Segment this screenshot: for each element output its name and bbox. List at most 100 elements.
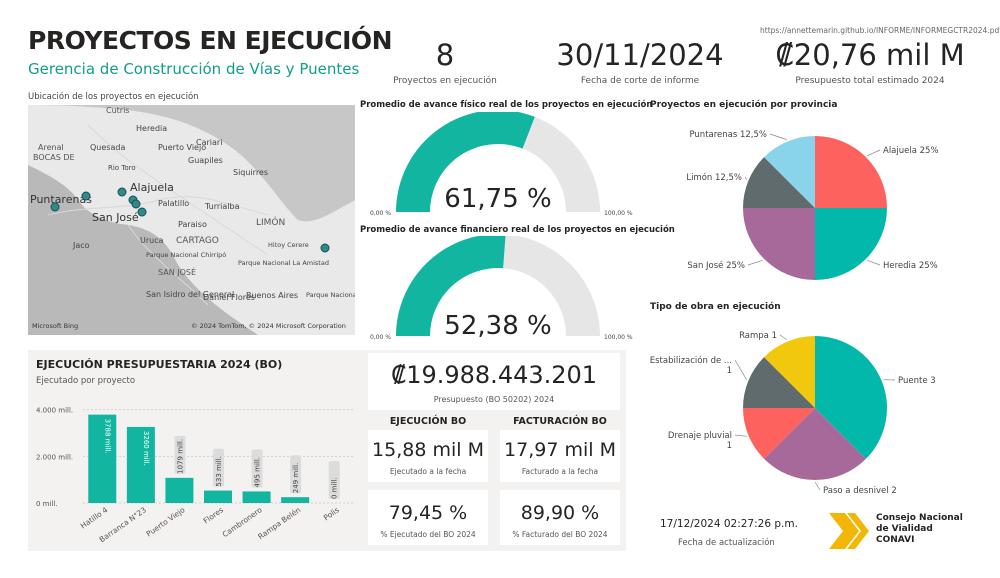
pie-province-title: Proyectos en ejecución por provincia <box>650 100 838 110</box>
pie-leader-line <box>747 259 763 266</box>
pie-slice[interactable] <box>764 336 815 408</box>
bar-value-label: 533 mill. <box>215 456 223 486</box>
bar-category-label: Flores <box>202 505 226 525</box>
pie-leader-line <box>814 481 821 491</box>
pie-slice[interactable] <box>743 208 815 280</box>
pie-leader-line <box>769 133 787 140</box>
projects-map[interactable]: Cutris Heredia Arenal BOCAS DE Quesada P… <box>28 105 355 335</box>
gauge-physical: 61,75 % 0,00 % 100,00 % <box>370 112 633 217</box>
bar[interactable] <box>281 497 310 503</box>
bar[interactable] <box>88 414 117 503</box>
pie-slice[interactable] <box>764 136 815 208</box>
bar-category-label: Polis <box>322 505 341 522</box>
map-place-label: SAN JOSÉ <box>158 266 196 277</box>
map-place-label: Parque Nacional La Amistad <box>306 291 355 299</box>
conavi-logo-icon <box>829 513 869 549</box>
gauge-financial-title: Promedio de avance financiero real de lo… <box>360 225 675 235</box>
map-marker[interactable] <box>50 202 60 212</box>
fact-pct: 89,90 % <box>520 502 600 524</box>
map-place-label: San José <box>92 211 139 224</box>
bar-value-label: 3788 mill. <box>103 419 111 454</box>
budget-bar-chart[interactable]: 0 mill. 2.000 mill. 4.000 mill. 3788 mill. H… <box>28 388 363 548</box>
pie-label: Drenaje pluvial <box>668 431 732 441</box>
source-url[interactable]: https://annettemarin.github.io/INFORME/I… <box>760 26 1000 35</box>
bar-value-label: 249 mill. <box>292 463 300 493</box>
map-place-label: Parque Nacional La Amistad <box>238 259 329 267</box>
pie-label: Heredia 25% <box>883 261 938 271</box>
gauge-min: 0,00 % <box>370 334 391 341</box>
pie-slice[interactable] <box>764 408 866 480</box>
map-place-label: CARTAGO <box>176 236 219 246</box>
pie-slice[interactable] <box>743 357 815 408</box>
pie-label: San José 25% <box>687 260 745 271</box>
bar[interactable] <box>126 426 155 503</box>
pie-label: 1 <box>727 441 732 451</box>
fact-pct-card: 89,90 % % Facturado del BO 2024 <box>500 490 620 545</box>
pie-label: Limón 12,5% <box>686 172 742 183</box>
map-place-label: Rio Toro <box>108 164 136 172</box>
fact-value-card: 17,97 mil M Facturado a la fecha <box>500 430 620 482</box>
page-subtitle: Gerencia de Construcción de Vías y Puent… <box>28 60 360 78</box>
map-marker[interactable] <box>81 191 91 201</box>
map-marker[interactable] <box>117 187 127 197</box>
conavi-logo-text: Consejo Nacional de Vialidad CONAVI <box>876 513 963 546</box>
bar-value-label-bg <box>251 449 263 488</box>
bar-category-label: Puerto Viejo <box>144 505 186 538</box>
projects-count: 8 <box>435 38 455 72</box>
fact-header: FACTURACIÓN BO <box>513 416 607 427</box>
bar-ytick-label: 2.000 mill. <box>36 453 73 461</box>
map-place-label: Turrialba <box>204 202 240 211</box>
map-place-label: Guapiles <box>188 156 223 165</box>
exec-pct: 79,45 % <box>388 502 468 524</box>
pie-slice[interactable] <box>743 157 815 208</box>
cutoff-caption: Fecha de corte de informe <box>580 76 700 86</box>
fact-value: 17,97 mil M <box>504 439 616 461</box>
exec-value: 15,88 mil M <box>372 439 484 461</box>
gauge-physical-title: Promedio de avance físico real de los pr… <box>360 100 653 110</box>
logo-line: CONAVI <box>876 535 915 545</box>
map-marker[interactable] <box>320 243 330 253</box>
update-timestamp: 17/12/2024 02:27:26 p.m. <box>660 518 798 530</box>
pie-worktype-title: Tipo de obra en ejecución <box>650 302 781 312</box>
pie-slice[interactable] <box>815 336 887 459</box>
map-place-label: Arenal <box>38 143 64 152</box>
pie-leader-line <box>779 334 787 340</box>
bar[interactable] <box>242 491 271 503</box>
pie-leader-line <box>734 359 747 380</box>
pie-province-chart[interactable]: Alajuela 25% Heredia 25% San José 25% Limón… <box>640 110 1000 295</box>
fact-caption: Facturado a la fecha <box>521 467 599 476</box>
pie-leader-line <box>867 149 881 156</box>
pie-leader-line <box>744 176 747 180</box>
gauge-max: 100,00 % <box>604 334 633 341</box>
pie-slice[interactable] <box>815 208 887 280</box>
pie-slice[interactable] <box>743 408 815 459</box>
budget-total-value: ₡19.988.443.201 <box>390 361 598 389</box>
bar-category-label: Rampa Belén <box>256 505 302 541</box>
gauge-fill <box>396 112 535 212</box>
update-caption: Fecha de actualización <box>678 538 775 548</box>
pie-worktype-chart[interactable]: Puente 3 Paso a desnivel 2 Drenaje pluvial… <box>640 315 1000 505</box>
bar-value-label-bg <box>213 448 224 487</box>
gauge-financial: 52,38 % 0,00 % 100,00 % <box>370 236 633 341</box>
pie-label: Alajuela 25% <box>883 146 939 156</box>
pie-label: Estabilización de ... <box>650 355 732 366</box>
cutoff-date: 30/11/2024 <box>556 38 724 72</box>
pie-label: 1 <box>727 366 732 376</box>
pie-label: Rampa 1 <box>739 331 777 341</box>
map-place-label: Paraiso <box>178 220 207 229</box>
map-place-label: Heredia <box>136 124 167 133</box>
map-marker[interactable] <box>137 207 147 217</box>
map-marker[interactable] <box>131 199 141 209</box>
gauge-max: 100,00 % <box>604 210 633 217</box>
budget-caption: Presupuesto total estimado 2024 <box>795 76 945 86</box>
exec-header: EJECUCIÓN BO <box>389 416 467 427</box>
bar[interactable] <box>165 477 194 503</box>
projects-caption: Proyectos en ejecución <box>393 76 497 86</box>
pie-label: Paso a desnivel 2 <box>823 486 897 496</box>
gauge-value: 61,75 % <box>444 184 551 214</box>
bar-value-label: 0 mill. <box>331 477 339 499</box>
map-place-label: Hitoy Cerere <box>268 241 309 249</box>
bar[interactable] <box>204 490 232 503</box>
map-place-label: Daniel Flores <box>203 293 255 302</box>
pie-slice[interactable] <box>815 136 887 208</box>
